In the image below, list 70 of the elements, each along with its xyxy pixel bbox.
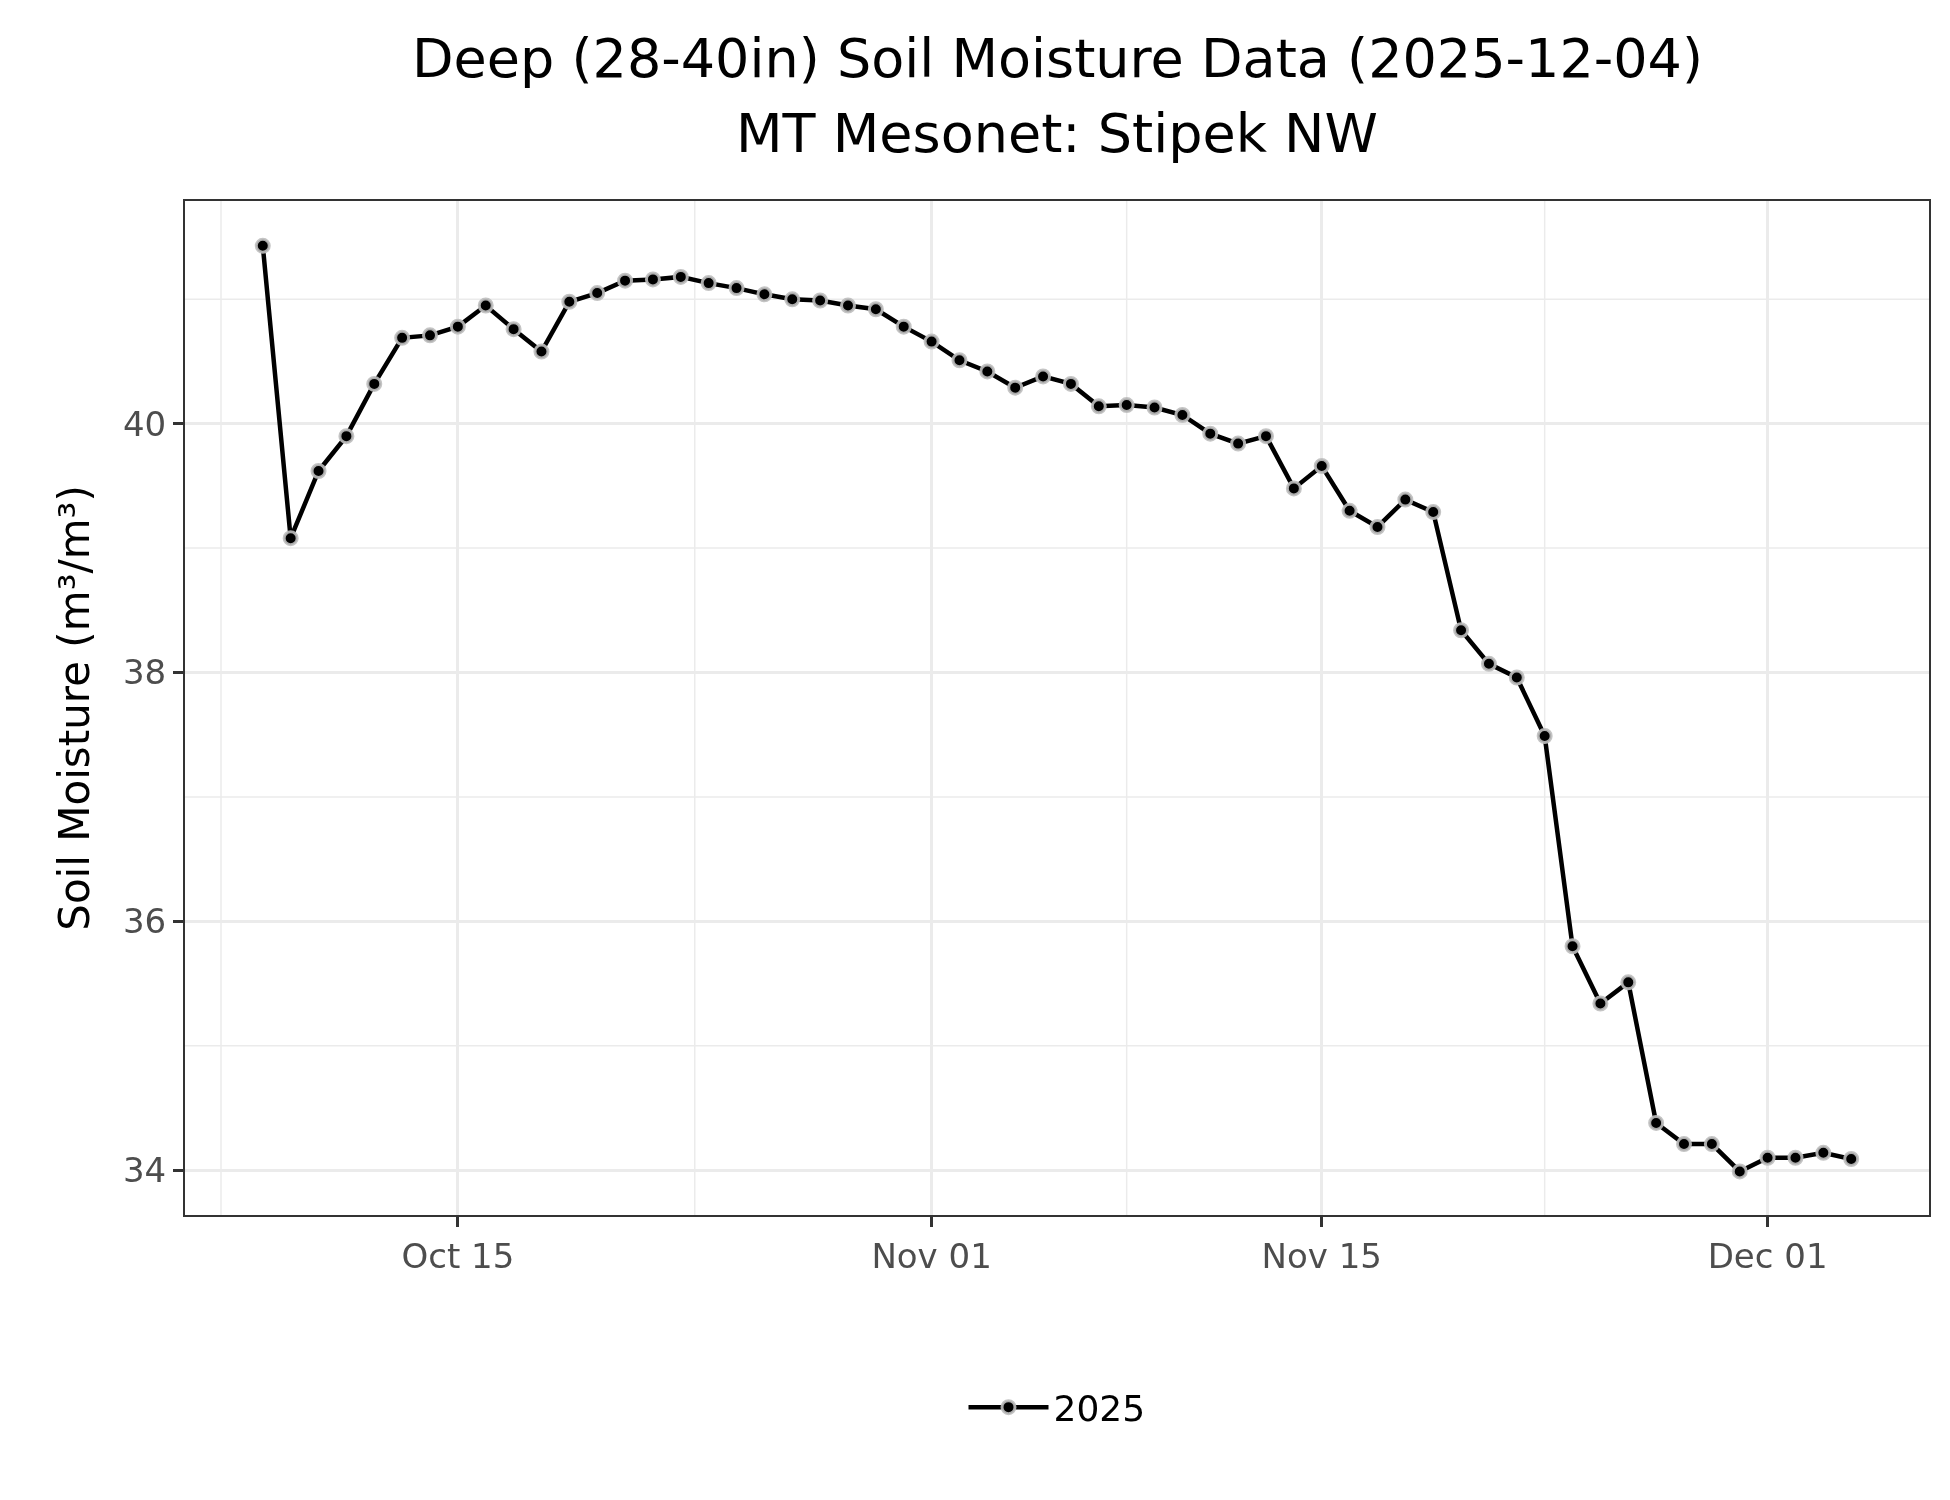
point [1508, 669, 1525, 686]
point [895, 318, 912, 335]
point [477, 297, 494, 314]
point [951, 352, 968, 369]
y-axis-title: Soil Moisture (m³/m³) [50, 485, 100, 931]
point [979, 363, 996, 380]
point [1620, 974, 1637, 991]
x-tick-label: Nov 15 [1261, 1235, 1382, 1276]
point [449, 318, 466, 335]
point [1815, 1144, 1832, 1161]
point [1731, 1163, 1748, 1180]
point [1453, 622, 1470, 639]
point [1062, 375, 1079, 392]
legend-label: 2025 [1053, 1388, 1146, 1430]
point [338, 428, 355, 445]
point [1676, 1136, 1692, 1153]
x-tick-label: Nov 01 [871, 1235, 992, 1276]
point [784, 291, 801, 308]
point [617, 272, 634, 289]
point [1564, 938, 1581, 955]
point [310, 462, 327, 479]
x-tick-label: Dec 01 [1707, 1235, 1828, 1276]
point [1843, 1151, 1860, 1167]
chart-title: Deep (28-40in) Soil Moisture Data (2025-12-04) [412, 27, 1704, 90]
point [1480, 655, 1497, 672]
y-tick-label: 38 [122, 652, 167, 693]
point [1230, 435, 1247, 452]
point [1536, 727, 1553, 744]
point [1313, 458, 1330, 474]
point [1258, 428, 1274, 445]
point [1285, 480, 1302, 497]
point [1146, 399, 1163, 416]
y-tick-label: 40 [122, 403, 167, 444]
point [1592, 995, 1609, 1012]
point [756, 286, 773, 303]
point [561, 293, 578, 310]
point [867, 301, 884, 318]
point [1369, 518, 1386, 535]
point [812, 292, 829, 309]
point [533, 343, 550, 360]
point [1648, 1114, 1665, 1131]
point [505, 321, 522, 338]
point [728, 280, 745, 297]
point [1118, 397, 1135, 414]
point [1397, 491, 1414, 508]
point [1035, 368, 1052, 385]
point [1090, 398, 1107, 415]
point [1007, 379, 1024, 396]
point [672, 268, 689, 285]
point [282, 530, 299, 547]
point [422, 327, 438, 344]
x-tick-label: Oct 15 [401, 1235, 515, 1276]
point [1202, 425, 1219, 442]
point [923, 333, 940, 350]
point [394, 329, 411, 346]
point [840, 297, 856, 314]
y-tick-label: 36 [122, 901, 167, 942]
point [1759, 1149, 1776, 1166]
point [589, 285, 606, 302]
point [1425, 504, 1442, 521]
point [1341, 502, 1358, 519]
point [254, 237, 271, 254]
point [644, 271, 661, 288]
y-tick-label: 34 [122, 1150, 167, 1191]
point [1174, 407, 1191, 423]
point [1787, 1149, 1804, 1166]
chart-subtitle: MT Mesonet: Stipek NW [736, 102, 1378, 165]
point [366, 375, 383, 392]
point [1703, 1136, 1720, 1153]
point [700, 275, 717, 292]
